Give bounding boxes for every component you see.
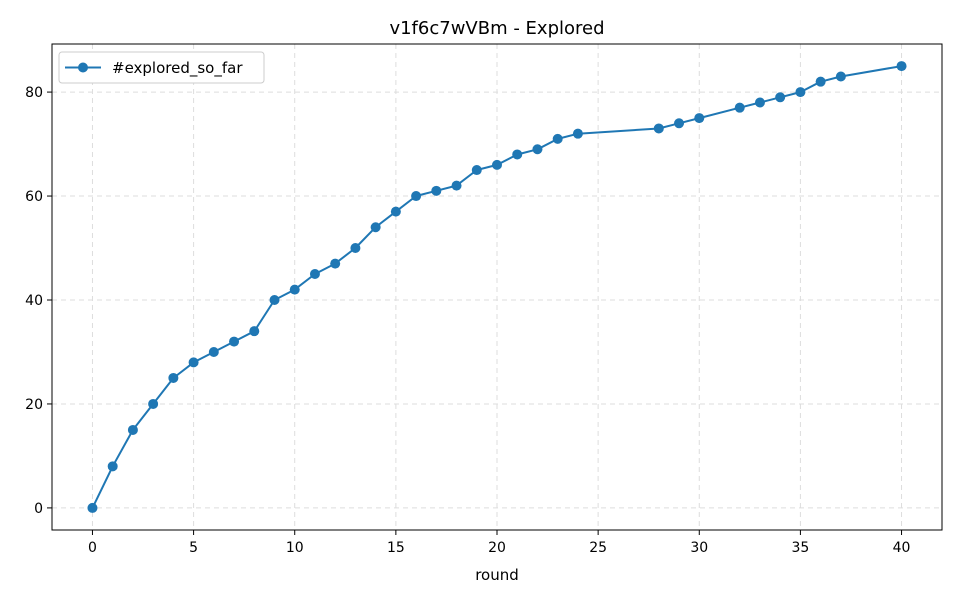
- legend-frame: [58, 51, 265, 84]
- data-point: [835, 71, 846, 82]
- data-point: [754, 97, 765, 108]
- x-tick-label: 30: [690, 540, 708, 556]
- x-tick-label: 35: [791, 540, 809, 556]
- y-tick-label: 60: [25, 189, 43, 205]
- y-tick-label: 80: [25, 85, 43, 101]
- x-tick-label: 0: [88, 540, 97, 556]
- data-point: [269, 294, 280, 305]
- x-axis-label: round: [475, 566, 519, 584]
- chart-title: v1f6c7wVBm - Explored: [389, 18, 604, 39]
- data-series: [87, 61, 907, 513]
- data-point: [107, 461, 118, 472]
- data-point: [249, 326, 260, 337]
- data-point: [471, 165, 482, 176]
- data-point: [815, 76, 826, 87]
- x-tick-label: 25: [589, 540, 607, 556]
- data-point: [431, 185, 442, 196]
- x-tick-label: 40: [893, 540, 911, 556]
- data-point: [168, 372, 179, 383]
- data-point: [330, 258, 341, 269]
- data-point: [148, 398, 159, 409]
- data-point: [674, 118, 685, 129]
- data-point: [390, 206, 401, 217]
- data-point: [309, 269, 320, 280]
- legend-marker-swatch: [78, 62, 88, 73]
- y-tick-label: 0: [34, 501, 43, 517]
- data-point: [208, 346, 219, 357]
- data-point: [734, 102, 745, 113]
- data-point: [229, 336, 240, 347]
- x-tick-label: 5: [189, 540, 198, 556]
- data-point: [188, 357, 199, 368]
- x-tick-label: 10: [286, 540, 304, 556]
- data-point: [795, 87, 806, 98]
- y-tick-label: 20: [25, 397, 43, 413]
- legend: #explored_so_far: [58, 51, 265, 84]
- legend-label: #explored_so_far: [112, 59, 243, 78]
- data-point: [532, 144, 543, 155]
- data-point: [775, 92, 786, 103]
- data-point: [552, 133, 563, 144]
- data-point: [127, 424, 138, 435]
- data-point: [653, 123, 664, 134]
- data-point: [492, 159, 502, 170]
- y-tick-label: 40: [25, 293, 43, 309]
- data-point: [451, 180, 462, 191]
- data-point: [87, 502, 98, 513]
- data-point: [350, 243, 361, 254]
- data-point: [572, 128, 583, 139]
- data-point: [896, 61, 907, 72]
- data-point: [289, 284, 300, 295]
- x-tick-label: 15: [387, 540, 405, 556]
- data-point: [694, 113, 705, 124]
- data-point: [411, 191, 422, 202]
- axis-ticks: 0 5 10 15 20 25 30 35 40 0 20 40 60 80: [25, 85, 910, 556]
- x-tick-label: 20: [488, 540, 506, 556]
- data-point: [370, 222, 381, 233]
- data-point: [512, 149, 523, 160]
